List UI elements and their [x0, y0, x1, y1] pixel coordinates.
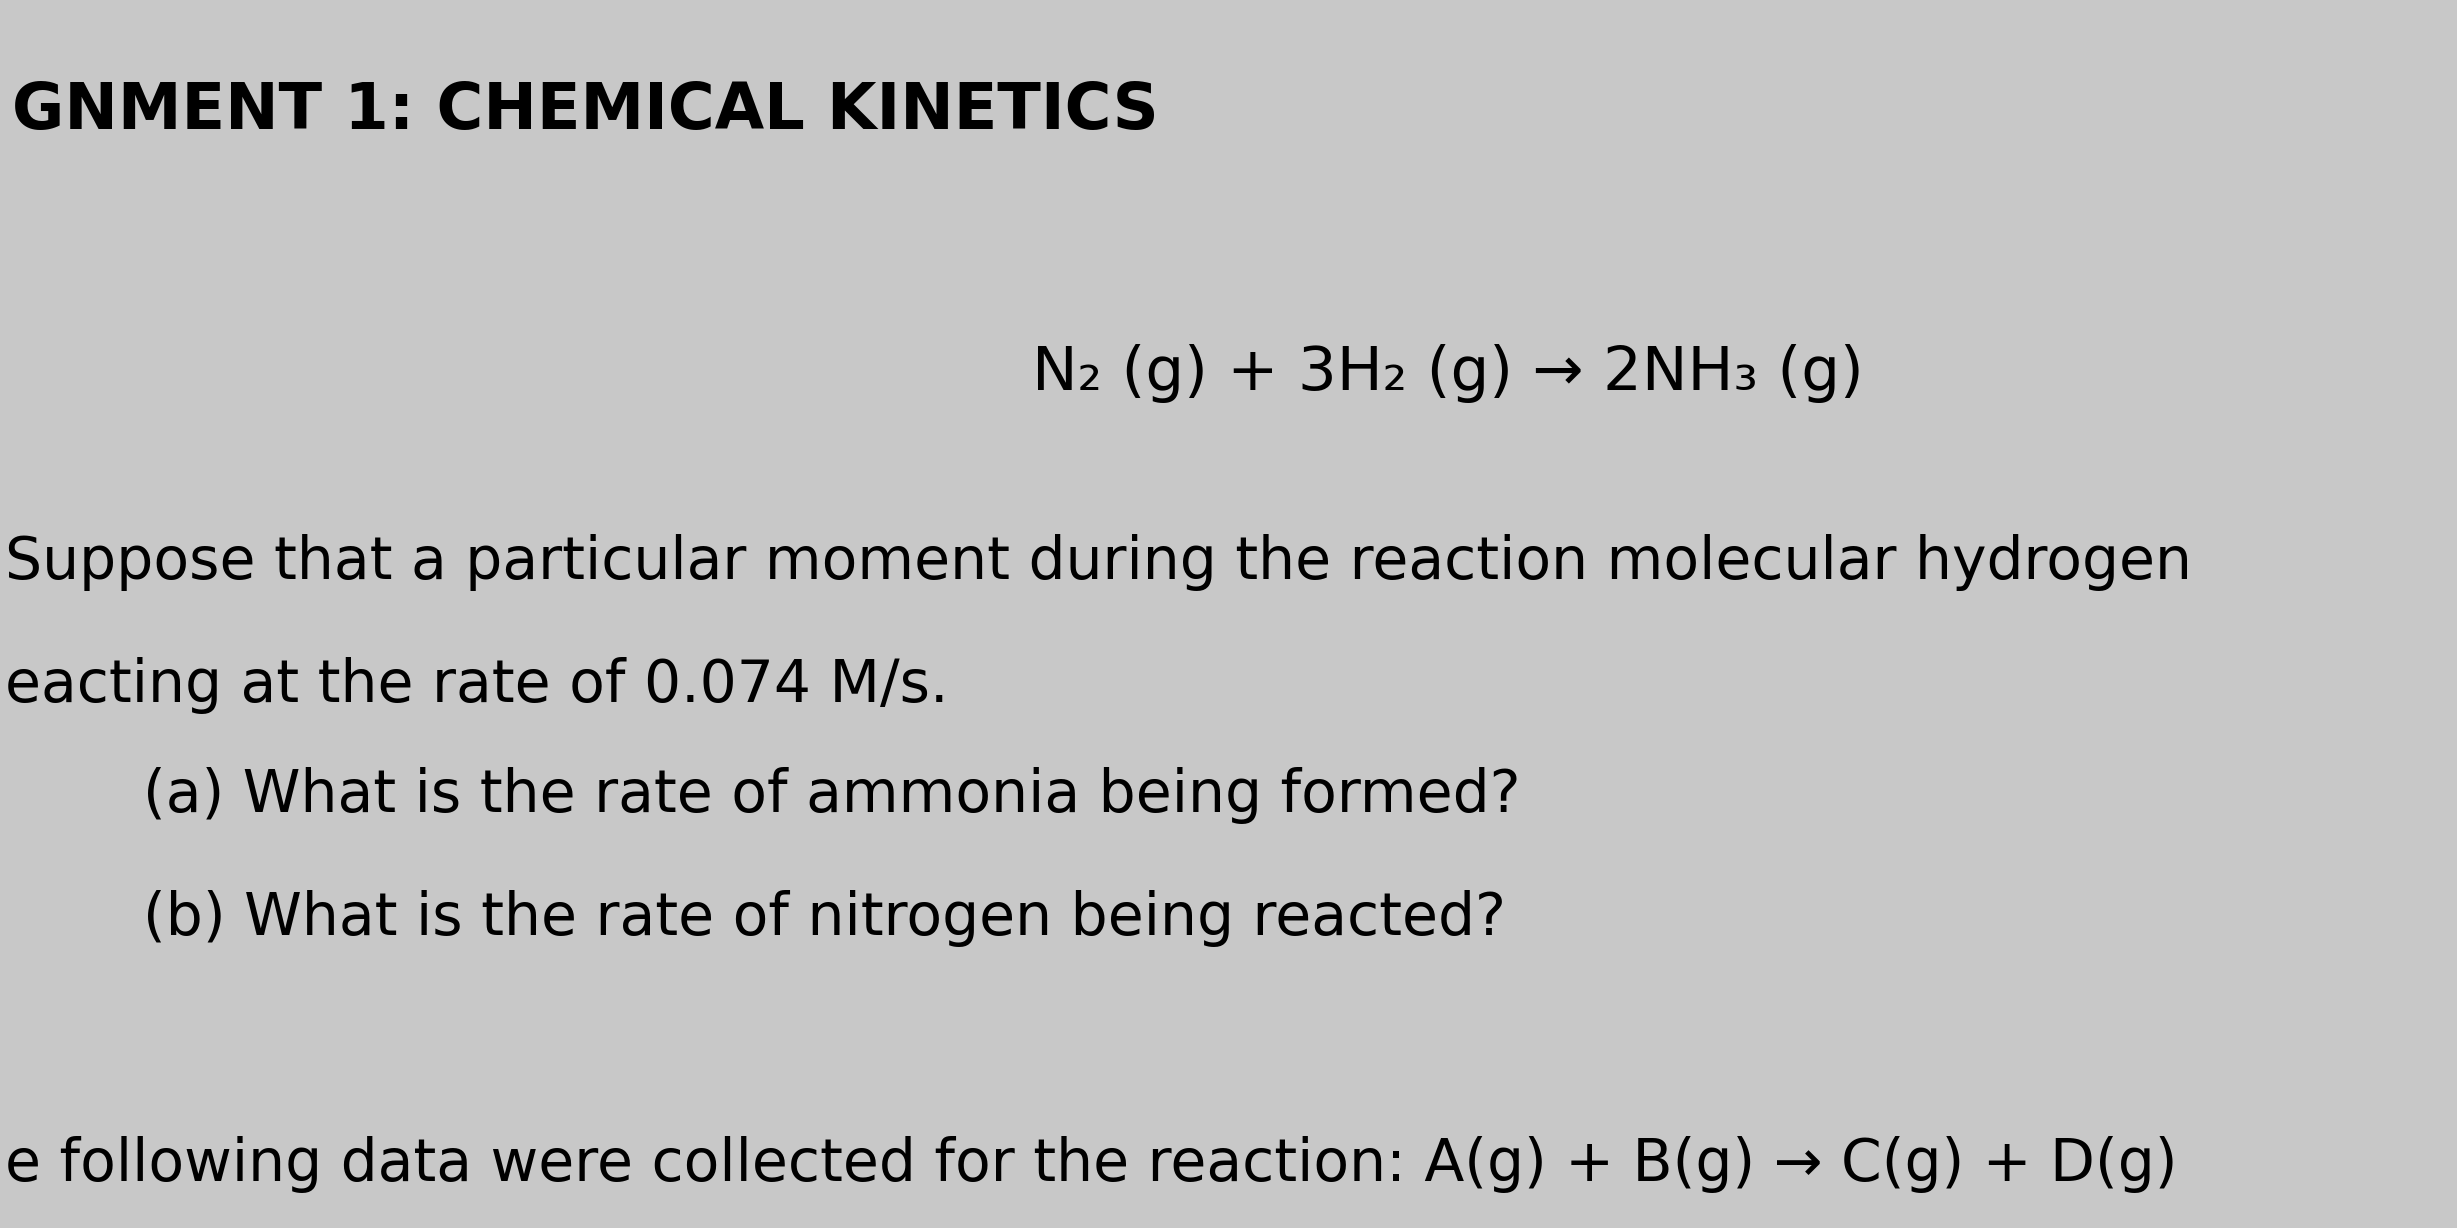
Text: eacting at the rate of 0.074 M/s.: eacting at the rate of 0.074 M/s.: [5, 657, 948, 713]
Text: Suppose that a particular moment during the reaction molecular hydrogen: Suppose that a particular moment during …: [5, 534, 2192, 591]
Text: (a) What is the rate of ammonia being formed?: (a) What is the rate of ammonia being fo…: [143, 768, 1521, 824]
Text: e following data were collected for the reaction: A(g) + B(g) → C(g) + D(g): e following data were collected for the …: [5, 1136, 2177, 1192]
Text: (b) What is the rate of nitrogen being reacted?: (b) What is the rate of nitrogen being r…: [143, 890, 1506, 947]
Text: GNMENT 1: CHEMICAL KINETICS: GNMENT 1: CHEMICAL KINETICS: [12, 80, 1160, 141]
Text: N₂ (g) + 3H₂ (g) → 2NH₃ (g): N₂ (g) + 3H₂ (g) → 2NH₃ (g): [1032, 344, 1865, 403]
